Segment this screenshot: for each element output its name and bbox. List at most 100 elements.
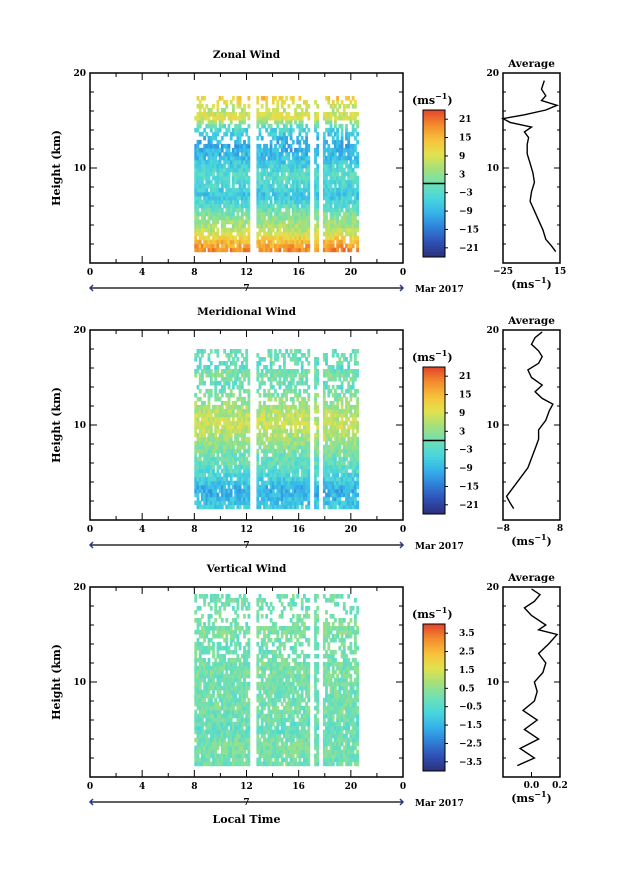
heatmap-cell: [322, 135, 326, 141]
heatmap-cell: [325, 223, 328, 229]
heatmap-cell: [267, 504, 271, 510]
heatmap-cell: [201, 741, 204, 747]
heatmap-cell: [214, 432, 218, 438]
heatmap-cell: [298, 147, 302, 153]
heatmap-cell: [269, 496, 273, 502]
heatmap-cell: [296, 464, 300, 470]
heatmap-cell: [203, 701, 206, 707]
heatmap-cell: [283, 369, 286, 374]
heatmap-cell: [216, 392, 220, 398]
heatmap-cell: [265, 472, 269, 478]
heatmap-cell: [260, 376, 264, 382]
heatmap-cell: [296, 195, 300, 201]
heatmap-cell: [205, 179, 209, 185]
heatmap-cell: [205, 705, 209, 711]
heatmap-cell: [218, 420, 222, 426]
heatmap-cell: [207, 372, 211, 378]
heatmap-cell: [227, 372, 231, 378]
heatmap-cell: [278, 496, 282, 502]
heatmap-cell: [267, 175, 271, 181]
heatmap-cell: [347, 191, 351, 197]
heatmap-cell: [294, 219, 297, 225]
heatmap-cell: [334, 412, 337, 418]
heatmap-cell: [289, 436, 293, 442]
heatmap-cell: [267, 488, 271, 494]
colorbar-segment: [423, 501, 445, 505]
heatmap-cell: [336, 96, 339, 101]
heatmap-cell: [296, 349, 300, 354]
heatmap-cell: [291, 199, 295, 205]
panel-title: Vertical Wind: [206, 563, 287, 575]
heatmap-cell: [198, 151, 202, 157]
heatmap-cell: [305, 428, 308, 434]
heatmap-cell: [314, 448, 317, 454]
heatmap-cell: [354, 171, 357, 177]
heatmap-cell: [296, 215, 300, 221]
heatmap-cell: [298, 444, 302, 450]
heatmap-cell: [287, 456, 291, 462]
heatmap-cell: [314, 408, 317, 414]
heatmap-cell: [327, 100, 331, 105]
heatmap-cell: [238, 388, 242, 394]
heatmap-cell: [207, 645, 211, 651]
heatmap-cell: [294, 448, 297, 454]
heatmap-cell: [300, 151, 304, 157]
heatmap-cell: [229, 452, 233, 458]
heatmap-cell: [327, 235, 331, 241]
heatmap-cell: [243, 187, 246, 193]
heatmap-cell: [276, 416, 280, 422]
heatmap-cell: [316, 235, 320, 241]
heatmap-cell: [214, 661, 218, 667]
heatmap-cell: [334, 167, 337, 173]
heatmap-cell: [220, 484, 224, 490]
heatmap-cell: [194, 235, 198, 241]
heatmap-cell: [225, 211, 229, 217]
heatmap-cell: [198, 645, 202, 651]
heatmap-cell: [227, 211, 231, 217]
heatmap-cell: [325, 147, 328, 153]
heatmap-cell: [201, 633, 204, 639]
heatmap-cell: [283, 496, 286, 502]
heatmap-cell: [340, 203, 344, 209]
heatmap-cell: [298, 163, 302, 169]
heatmap-cell: [289, 496, 293, 502]
heatmap-cell: [314, 444, 317, 450]
heatmap-cell: [291, 380, 295, 386]
heatmap-cell: [198, 444, 202, 450]
heatmap-cell: [198, 500, 202, 506]
heatmap-cell: [201, 661, 204, 667]
heatmap-cell: [258, 175, 262, 181]
heatmap-cell: [196, 673, 200, 679]
heatmap-cell: [236, 104, 240, 109]
heatmap-cell: [338, 480, 342, 486]
heatmap-cell: [322, 384, 326, 390]
heatmap-cell: [271, 384, 275, 390]
heatmap-cell: [336, 108, 339, 113]
heatmap-cell: [256, 436, 260, 442]
heatmap-cell: [263, 183, 266, 189]
heatmap-cell: [232, 203, 235, 209]
heatmap-cell: [214, 159, 218, 165]
heatmap-cell: [212, 112, 215, 117]
heatmap-cell: [236, 420, 240, 426]
heatmap-cell: [229, 155, 233, 161]
heatmap-cell: [278, 492, 282, 498]
heatmap-cell: [278, 199, 282, 205]
heatmap-cell: [201, 420, 204, 426]
heatmap-cell: [196, 243, 200, 249]
colorbar-segment: [423, 509, 445, 512]
heatmap-cell: [258, 151, 262, 157]
heatmap-cell: [201, 689, 204, 695]
heatmap-cell: [294, 203, 297, 209]
heatmap-cell: [294, 211, 297, 217]
heatmap-cell: [214, 219, 218, 225]
heatmap-cell: [218, 96, 222, 101]
heatmap-cell: [327, 388, 331, 394]
heatmap-cell: [225, 247, 229, 253]
heatmap-cell: [203, 400, 206, 406]
heatmap-cell: [243, 195, 246, 201]
heatmap-cell: [220, 749, 224, 755]
heatmap-cell: [349, 223, 353, 229]
heatmap-cell: [214, 191, 218, 197]
heatmap-cell: [329, 464, 333, 470]
